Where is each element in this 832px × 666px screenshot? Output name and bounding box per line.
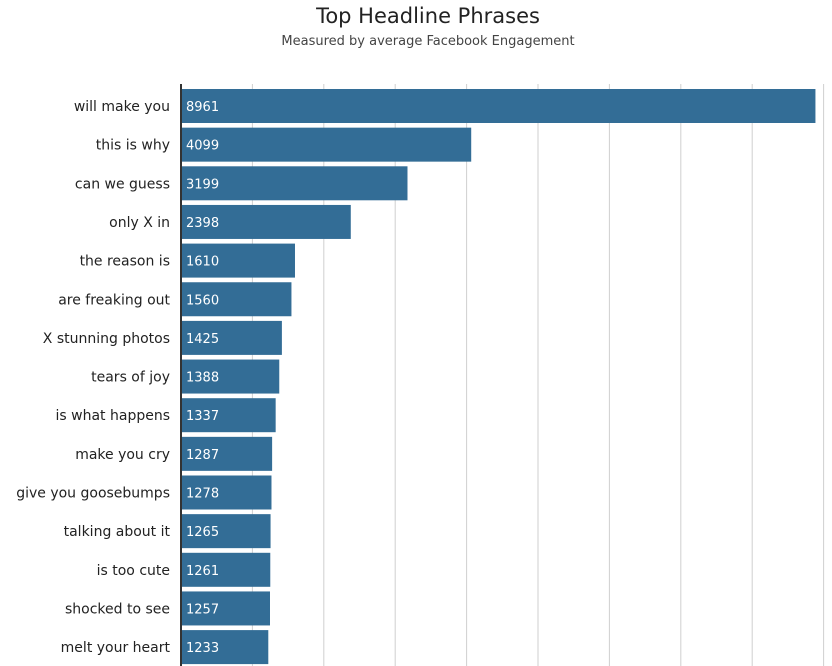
data-label: 2398 <box>186 216 219 231</box>
category-label: can we guess <box>75 176 170 192</box>
category-label: is too cute <box>97 563 170 579</box>
category-label: talking about it <box>64 524 171 540</box>
data-label: 4099 <box>186 139 219 154</box>
data-label: 8961 <box>186 100 219 115</box>
data-label: 3199 <box>186 177 219 192</box>
bar[interactable] <box>181 552 271 587</box>
bar[interactable] <box>181 282 292 317</box>
bar[interactable] <box>181 89 816 123</box>
category-label: this is why <box>96 138 170 154</box>
bar[interactable] <box>181 320 282 355</box>
category-label: melt your heart <box>61 640 171 656</box>
category-label: is what happens <box>56 408 170 424</box>
chart-subtitle: Measured by average Facebook Engagement <box>281 34 575 49</box>
chart-title: Top Headline Phrases <box>316 4 540 28</box>
bar[interactable] <box>181 359 280 394</box>
bar[interactable] <box>181 514 271 549</box>
category-label: the reason is <box>80 254 170 270</box>
bar[interactable] <box>181 591 270 626</box>
data-label: 1278 <box>186 487 219 502</box>
data-label: 1233 <box>186 641 219 656</box>
category-label: will make you <box>74 99 170 115</box>
data-label: 1560 <box>186 293 219 308</box>
bar[interactable] <box>181 630 269 665</box>
category-label: give you goosebumps <box>16 486 170 502</box>
bar[interactable] <box>181 243 295 278</box>
category-label: tears of joy <box>91 370 170 386</box>
bar[interactable] <box>181 398 276 433</box>
data-label: 1261 <box>186 564 219 579</box>
category-label: shocked to see <box>65 601 170 617</box>
category-label: only X in <box>109 215 170 231</box>
category-label: make you cry <box>75 447 170 463</box>
category-label: X stunning photos <box>43 331 170 347</box>
data-label: 1610 <box>186 255 219 270</box>
data-label: 1257 <box>186 602 219 617</box>
category-label: are freaking out <box>58 292 170 308</box>
data-label: 1337 <box>186 409 219 424</box>
bar[interactable] <box>181 127 472 162</box>
bar[interactable] <box>181 166 408 201</box>
data-label: 1287 <box>186 448 219 463</box>
data-label: 1425 <box>186 332 219 347</box>
bar[interactable] <box>181 475 272 510</box>
data-label: 1388 <box>186 371 219 386</box>
data-label: 1265 <box>186 525 219 540</box>
bar[interactable] <box>181 204 351 239</box>
bar[interactable] <box>181 436 273 471</box>
